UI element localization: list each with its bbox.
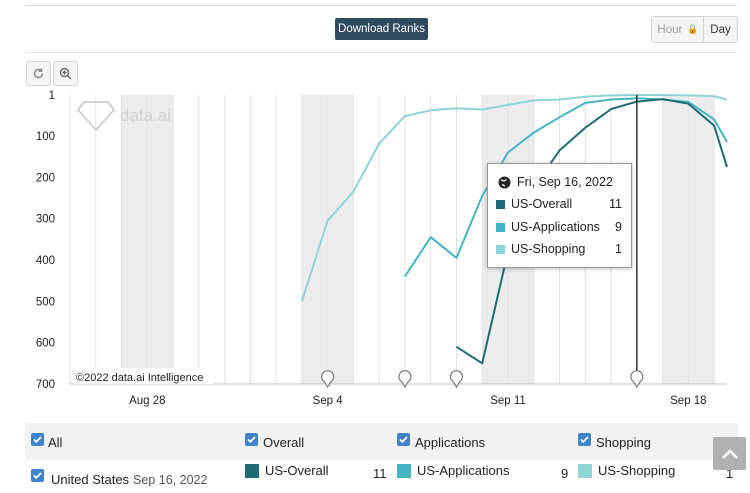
shopping-checkbox[interactable]: [578, 433, 591, 446]
country-date: Sep 16, 2022: [133, 472, 208, 487]
zoom-in-icon: [59, 67, 72, 80]
overall-checkbox[interactable]: [245, 433, 258, 446]
y-tick-label: 400: [36, 255, 55, 267]
check-icon: [33, 472, 42, 480]
check-icon: [399, 436, 408, 444]
event-marker-icon: [449, 370, 464, 389]
tooltip-series-value: 11: [609, 197, 622, 211]
hour-label: Hour: [657, 23, 683, 36]
globe-icon: [498, 176, 511, 188]
y-tick-label: 700: [36, 379, 55, 391]
check-icon: [33, 436, 42, 444]
toolbar-divider: [25, 52, 737, 53]
series-line-us-applications: [404, 97, 728, 278]
tooltip-series-name: US-Applications: [511, 220, 600, 234]
series-line-us-overall: [455, 98, 728, 365]
legend-series-overall[interactable]: US-Overall: [245, 463, 329, 478]
applications-label: Applications: [415, 435, 486, 450]
tooltip-series-value: 9: [615, 220, 622, 234]
lock-icon: 🔒: [687, 24, 699, 34]
series-swatch: [578, 463, 592, 478]
rank-chart[interactable]: data.ai 1 100 200 300 400 500 600 700 Aug 28 Sep…: [0, 86, 750, 416]
legend-series-value: 1: [726, 466, 734, 481]
category-filter-bar: All Overall Applications Shopping: [25, 423, 738, 460]
series-swatch: [496, 222, 505, 232]
x-tick-label: Sep 18: [670, 395, 706, 407]
united-states-checkbox[interactable]: [31, 469, 44, 482]
reset-icon: [33, 68, 44, 79]
country-row: United States Sep 16, 2022: [51, 472, 207, 487]
legend-series-value: 9: [561, 466, 569, 481]
legend-series-applications[interactable]: US-Applications: [397, 463, 510, 478]
series-swatch: [397, 463, 411, 478]
y-tick-label: 500: [36, 296, 55, 308]
top-divider: [25, 5, 737, 6]
country-label: United States: [51, 472, 130, 487]
series-swatch: [245, 463, 259, 478]
all-checkbox[interactable]: [31, 433, 44, 446]
watermark-brand: data.ai: [120, 106, 171, 125]
diamond-icon: [76, 101, 116, 132]
y-tick-label: 100: [36, 131, 55, 143]
y-tick-label: 1: [49, 90, 55, 102]
tooltip-row: US-Overall 11: [496, 197, 622, 211]
chart-tooltip: Fri, Sep 16, 2022 US-Overall 11 US-Appli…: [487, 163, 632, 268]
shopping-label: Shopping: [596, 435, 651, 450]
x-tick-label: Aug 28: [129, 395, 165, 407]
legend-series-value: 11: [373, 466, 387, 481]
reset-zoom-button[interactable]: [26, 61, 51, 86]
overall-label: Overall: [263, 435, 305, 450]
download-ranks-button[interactable]: Download Ranks: [335, 18, 428, 40]
legend-series-name: US-Shopping: [598, 463, 676, 478]
x-tick-label: Sep 4: [313, 395, 344, 407]
watermark-logo: data.ai: [76, 101, 171, 132]
tooltip-series-name: US-Shopping: [511, 242, 586, 256]
legend-series-name: US-Applications: [417, 463, 510, 478]
chevron-up-icon: [721, 448, 738, 459]
series-swatch: [496, 244, 505, 254]
copyright-text: ©2022 data.ai Intelligence: [76, 372, 203, 384]
hour-toggle[interactable]: Hour 🔒: [651, 16, 705, 43]
y-tick-label: 300: [36, 214, 55, 226]
tooltip-row: US-Shopping 1: [496, 242, 622, 256]
y-tick-label: 200: [36, 172, 55, 184]
applications-checkbox[interactable]: [397, 433, 410, 446]
event-marker-icon: [321, 370, 335, 389]
legend-series-name: US-Overall: [265, 463, 329, 478]
scroll-to-top-button[interactable]: [713, 437, 746, 470]
check-icon: [247, 436, 256, 444]
tooltip-series-name: US-Overall: [511, 197, 573, 211]
y-tick-label: 600: [36, 338, 55, 350]
copyright-bg: [73, 368, 213, 384]
legend-series-shopping[interactable]: US-Shopping: [578, 463, 675, 478]
check-icon: [580, 436, 589, 444]
series-swatch: [496, 199, 505, 209]
zoom-button[interactable]: [53, 61, 78, 86]
tooltip-row: US-Applications 9: [496, 220, 622, 234]
series-line-us-shopping: [300, 94, 728, 302]
tooltip-date: Fri, Sep 16, 2022: [517, 175, 613, 189]
tooltip-series-value: 1: [615, 242, 622, 256]
x-tick-label: Sep 11: [490, 395, 526, 407]
day-toggle[interactable]: Day: [703, 16, 738, 43]
all-label: All: [48, 435, 63, 450]
event-marker-icon: [630, 370, 644, 389]
event-marker-icon: [398, 370, 412, 389]
